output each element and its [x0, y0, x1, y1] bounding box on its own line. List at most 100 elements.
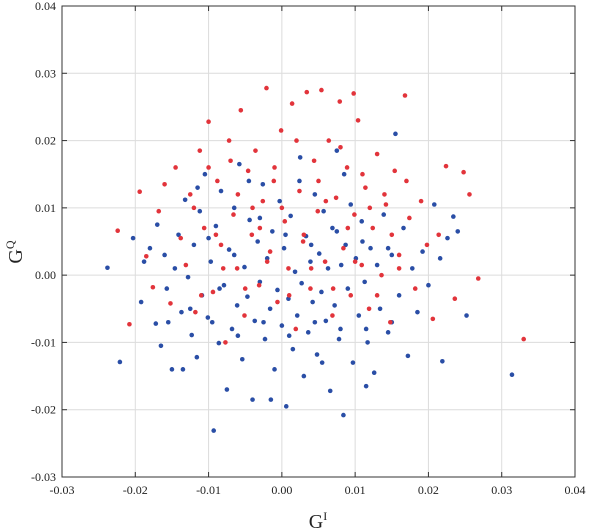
scatter-point-series-0 [319, 360, 325, 365]
plot-frame [61, 5, 576, 478]
scatter-point-series-0 [231, 252, 237, 258]
scatter-point-series-0 [359, 219, 365, 224]
scatter-point-series-0 [277, 198, 282, 204]
scatter-point-series-1 [245, 168, 251, 174]
scatter-point-series-1 [351, 91, 356, 96]
scatter-point-series-1 [430, 316, 436, 322]
y-tick-label: 0.01 [35, 201, 56, 215]
scatter-point-series-0 [356, 313, 362, 318]
scatter-point-series-0 [301, 373, 307, 379]
scatter-point-series-0 [451, 214, 456, 219]
scatter-point-series-1 [412, 286, 418, 291]
scatter-point-series-1 [242, 286, 248, 291]
scatter-point-series-0 [245, 294, 250, 299]
scatter-point-series-0 [267, 306, 273, 312]
scatter-point-series-0 [334, 229, 340, 234]
scatter-point-series-0 [332, 303, 337, 308]
scatter-point-series-0 [217, 286, 222, 291]
scatter-point-series-1 [363, 185, 368, 190]
scatter-point-series-1 [344, 165, 350, 170]
scatter-point-series-1 [436, 232, 441, 238]
scatter-point-series-1 [191, 205, 197, 211]
scatter-point-series-1 [452, 296, 458, 301]
y-tick-label: -0.02 [31, 403, 56, 417]
data-points [105, 85, 526, 433]
scatter-point-series-1 [388, 319, 393, 325]
scatter-point-series-0 [410, 266, 415, 271]
scatter-point-series-0 [247, 217, 252, 223]
scatter-point-series-1 [345, 225, 351, 231]
scatter-point-series-1 [234, 266, 240, 271]
scatter-point-series-1 [330, 286, 336, 291]
y-axis-title: GQ [3, 240, 27, 263]
scatter-point-series-1 [396, 252, 402, 258]
scatter-point-series-1 [382, 192, 387, 197]
scatter-point-series-0 [180, 367, 186, 372]
scatter-point-series-0 [338, 262, 344, 268]
scatter-point-series-1 [461, 169, 466, 175]
scatter-point-series-1 [187, 192, 193, 197]
scatter-point-series-0 [242, 264, 247, 270]
scatter-point-series-0 [350, 360, 356, 365]
scatter-point-series-1 [323, 198, 329, 204]
scatter-point-series-1 [115, 228, 120, 234]
scatter-point-series-0 [323, 318, 329, 324]
scatter-point-series-1 [143, 254, 149, 259]
scatter-point-series-0 [231, 205, 237, 211]
scatter-point-series-0 [209, 319, 215, 325]
scatter-point-series-1 [396, 266, 402, 271]
scatter-point-series-1 [256, 282, 262, 288]
scatter-point-series-0 [362, 279, 367, 285]
scatter-point-series-0 [195, 185, 200, 190]
y-axis-title-sup: Q [3, 240, 17, 249]
scatter-point-series-0 [154, 222, 160, 227]
y-tick-label: 0.00 [35, 268, 56, 282]
scatter-point-series-1 [366, 306, 372, 312]
scatter-point-series-1 [178, 235, 184, 241]
scatter-point-series-0 [401, 225, 406, 231]
scatter-point-series-1 [197, 148, 203, 153]
scatter-point-series-0 [338, 326, 343, 332]
scatter-point-series-0 [255, 239, 260, 244]
scatter-point-series-1 [279, 205, 285, 211]
scatter-point-series-1 [228, 158, 233, 164]
scatter-point-series-0 [208, 259, 214, 264]
scatter-point-series-1 [374, 293, 380, 298]
scatter-point-series-0 [365, 340, 370, 345]
scatter-point-series-0 [234, 303, 240, 308]
scatter-point-series-1 [521, 336, 526, 342]
scatter-point-series-0 [257, 215, 263, 221]
scatter-point-series-0 [426, 282, 431, 288]
x-tick-label: 0.02 [418, 483, 439, 497]
scatter-point-series-0 [239, 356, 245, 362]
scatter-point-series-0 [381, 212, 387, 217]
scatter-point-series-0 [105, 265, 110, 271]
scatter-point-series-0 [312, 319, 318, 325]
scatter-point-series-0 [165, 319, 171, 325]
scatter-point-series-1 [223, 340, 228, 345]
scatter-point-series-0 [229, 326, 235, 332]
scatter-point-series-1 [183, 262, 189, 268]
x-tick-label: 0.00 [271, 483, 292, 497]
scatter-point-series-0 [292, 269, 298, 275]
scatter-point-series-1 [330, 313, 335, 318]
scatter-point-series-1 [238, 107, 244, 113]
scatter-point-series-0 [345, 286, 351, 291]
scatter-point-series-0 [336, 336, 342, 342]
scatter-point-series-0 [237, 161, 242, 167]
scatter-point-series-0 [431, 202, 437, 207]
scatter-point-series-1 [300, 239, 306, 244]
scatter-point-series-1 [374, 151, 380, 157]
scatter-point-series-1 [278, 128, 284, 133]
scatter-point-series-1 [355, 118, 361, 123]
scatter-point-series-1 [308, 286, 313, 291]
scatter-point-series-0 [374, 262, 380, 268]
scatter-point-series-0 [377, 306, 383, 312]
scatter-point-series-0 [321, 208, 326, 214]
scatter-point-series-0 [393, 131, 398, 137]
scatter-point-series-0 [261, 319, 266, 325]
scatter-point-series-0 [327, 388, 333, 394]
scatter-point-series-1 [286, 266, 291, 271]
scatter-point-series-0 [221, 282, 227, 288]
scatter-point-series-1 [201, 225, 207, 231]
